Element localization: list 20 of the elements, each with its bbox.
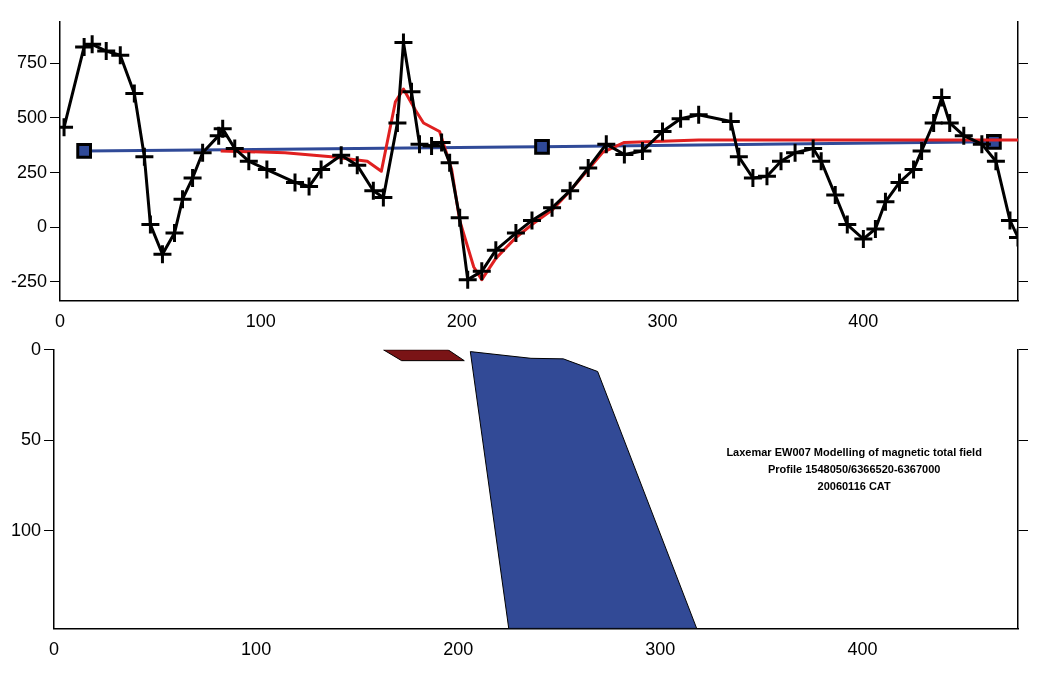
- x-tick-label: 300: [645, 639, 676, 660]
- x-tick-label: 400: [848, 311, 879, 332]
- x-tick-label: 0: [55, 311, 66, 332]
- y-tick-label: 750: [16, 52, 48, 73]
- x-tick-label: 300: [647, 311, 678, 332]
- y-tick-label: 50: [21, 429, 42, 450]
- x-tick-label: 400: [847, 639, 878, 660]
- y-tick-label: 500: [16, 106, 48, 127]
- y-tick-label: -250: [11, 270, 48, 291]
- y-tick-label: 250: [16, 161, 48, 182]
- y-tick-label: 0: [37, 216, 48, 237]
- y-tick-label: 100: [10, 519, 42, 540]
- annotation: Laxemar EW007 Modelling of magnetic total field: [726, 445, 982, 458]
- x-tick-label: 100: [241, 639, 272, 660]
- annotation: 20060116 CAT: [817, 479, 891, 492]
- x-tick-label: 200: [443, 639, 474, 660]
- y-tick-label: 0: [31, 338, 42, 359]
- x-tick-label: 200: [446, 311, 477, 332]
- x-tick-label: 100: [245, 311, 276, 332]
- annotation: Profile 1548050/6366520-6367000: [767, 462, 941, 475]
